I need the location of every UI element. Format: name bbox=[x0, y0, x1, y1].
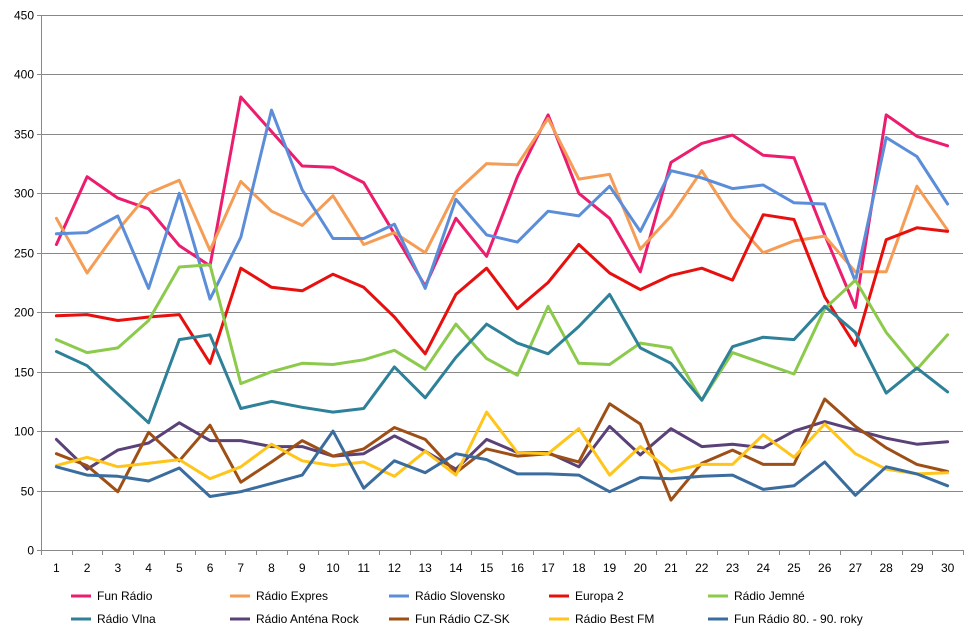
series-line-5 bbox=[54, 263, 950, 402]
x-tick-label: 2 bbox=[84, 561, 91, 575]
x-tick-label: 15 bbox=[480, 561, 494, 575]
y-tick-label: 100 bbox=[14, 425, 34, 439]
y-tick-label: 450 bbox=[14, 9, 34, 23]
x-tick-label: 8 bbox=[268, 561, 275, 575]
x-tick-label: 26 bbox=[818, 561, 832, 575]
legend: Fun Rádio Rádio Expres Rádio Slovensko Euro… bbox=[71, 589, 863, 626]
x-tick-label: 1 bbox=[53, 561, 60, 575]
x-tick-label: 14 bbox=[449, 561, 463, 575]
y-tick-label: 150 bbox=[14, 366, 34, 380]
x-tick-label: 25 bbox=[787, 561, 801, 575]
legend-label: Fun Rádio 80. - 90. roky bbox=[734, 612, 863, 626]
y-tick-labels: 0 50 100 150 200 250 300 350 400 450 bbox=[14, 9, 34, 558]
x-tick-label: 19 bbox=[603, 561, 617, 575]
x-tick-labels: 1 2 3 4 5 6 7 8 9 10 11 12 13 14 15 16 17 18 19 20 21 22 23 24 2… bbox=[53, 561, 955, 575]
y-tick-label: 250 bbox=[14, 247, 34, 261]
x-tick-label: 27 bbox=[849, 561, 863, 575]
series-line-8 bbox=[54, 397, 950, 502]
legend-label: Fun Rádio CZ-SK bbox=[415, 612, 510, 626]
legend-label: Rádio Anténa Rock bbox=[256, 612, 360, 626]
series-line-10 bbox=[54, 429, 950, 498]
x-tick-label: 4 bbox=[145, 561, 152, 575]
y-tick-label: 200 bbox=[14, 306, 34, 320]
y-tick-label: 0 bbox=[27, 544, 34, 558]
x-tick-label: 24 bbox=[757, 561, 771, 575]
x-tick-label: 30 bbox=[941, 561, 955, 575]
series-lines bbox=[54, 95, 950, 502]
x-tick-label: 23 bbox=[726, 561, 740, 575]
x-tick-label: 29 bbox=[910, 561, 924, 575]
x-tick-label: 13 bbox=[418, 561, 432, 575]
x-tick-label: 3 bbox=[114, 561, 121, 575]
series-line-1 bbox=[54, 95, 950, 309]
y-tick-label: 300 bbox=[14, 187, 34, 201]
legend-label: Rádio Vlna bbox=[97, 612, 156, 626]
gridlines bbox=[41, 15, 963, 492]
y-tick-label: 400 bbox=[14, 68, 34, 82]
series-line-7 bbox=[54, 420, 950, 471]
legend-label: Rádio Expres bbox=[256, 589, 328, 603]
y-tick-label: 350 bbox=[14, 128, 34, 142]
series-line-9 bbox=[54, 410, 950, 481]
x-tick-label: 7 bbox=[237, 561, 244, 575]
x-tick-label: 11 bbox=[357, 561, 370, 575]
x-tick-label: 16 bbox=[511, 561, 525, 575]
x-tick-label: 22 bbox=[695, 561, 709, 575]
series-line-6 bbox=[54, 292, 950, 425]
x-tick-label: 9 bbox=[299, 561, 306, 575]
series-line-3 bbox=[54, 108, 950, 301]
legend-label: Europa 2 bbox=[575, 589, 624, 603]
series-line-4 bbox=[54, 213, 950, 365]
legend-label: Rádio Best FM bbox=[575, 612, 654, 626]
x-tick-label: 20 bbox=[634, 561, 648, 575]
x-tick-label: 17 bbox=[541, 561, 555, 575]
x-tick-label: 28 bbox=[879, 561, 893, 575]
x-tick-label: 5 bbox=[176, 561, 183, 575]
legend-label: Rádio Jemné bbox=[734, 589, 805, 603]
x-tick-label: 12 bbox=[388, 561, 402, 575]
legend-label: Fun Rádio bbox=[97, 589, 153, 603]
y-tick-label: 50 bbox=[21, 485, 35, 499]
axes bbox=[37, 15, 964, 555]
x-tick-label: 18 bbox=[572, 561, 586, 575]
legend-label: Rádio Slovensko bbox=[415, 589, 505, 603]
series-line-2 bbox=[54, 116, 950, 275]
x-tick-label: 10 bbox=[326, 561, 340, 575]
x-tick-label: 21 bbox=[664, 561, 678, 575]
x-tick-label: 6 bbox=[207, 561, 214, 575]
